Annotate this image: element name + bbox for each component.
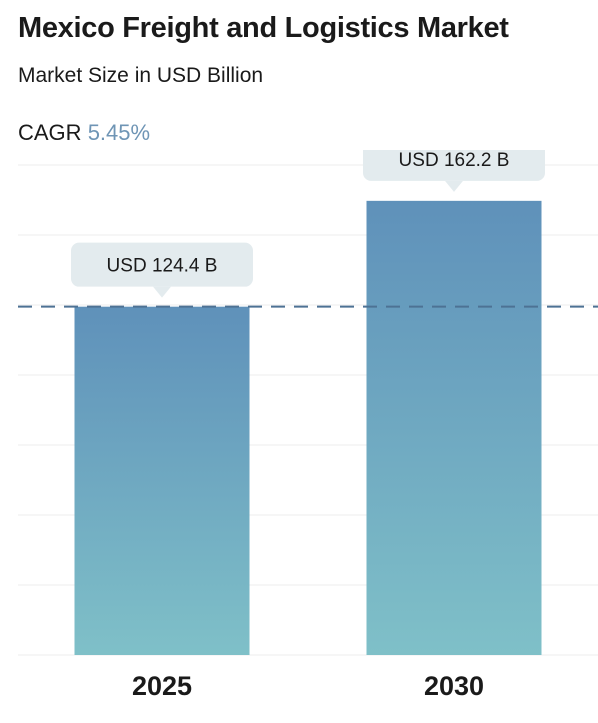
label-pointer	[445, 180, 463, 192]
data-label-2025: USD 124.4 B	[71, 242, 253, 298]
x-tick-label: 2025	[132, 671, 192, 701]
data-label-text: USD 124.4 B	[107, 256, 218, 277]
bar-2030	[366, 200, 542, 655]
chart-subtitle: Market Size in USD Billion	[18, 64, 264, 87]
cagr-value: 5.45%	[87, 120, 151, 145]
bar-2025	[74, 306, 250, 655]
chart-title: Mexico Freight and Logistics Market	[18, 12, 509, 44]
label-bubble	[71, 242, 253, 287]
data-label-text: USD 162.2 B	[399, 150, 510, 171]
x-axis-ticks: 2025 2030	[132, 671, 484, 701]
data-labels: USD 124.4 B USD 162.2 B	[71, 150, 545, 298]
cagr-readout: CAGR 5.45%	[18, 120, 150, 146]
bar-chart: USD 124.4 B USD 162.2 B 2025 2030	[18, 150, 598, 701]
data-label-2030: USD 162.2 B	[363, 150, 545, 192]
x-tick-label: 2030	[424, 671, 484, 701]
cagr-label: CAGR	[18, 120, 82, 145]
label-pointer	[153, 286, 171, 298]
label-bubble	[363, 150, 545, 181]
bars	[74, 200, 542, 655]
